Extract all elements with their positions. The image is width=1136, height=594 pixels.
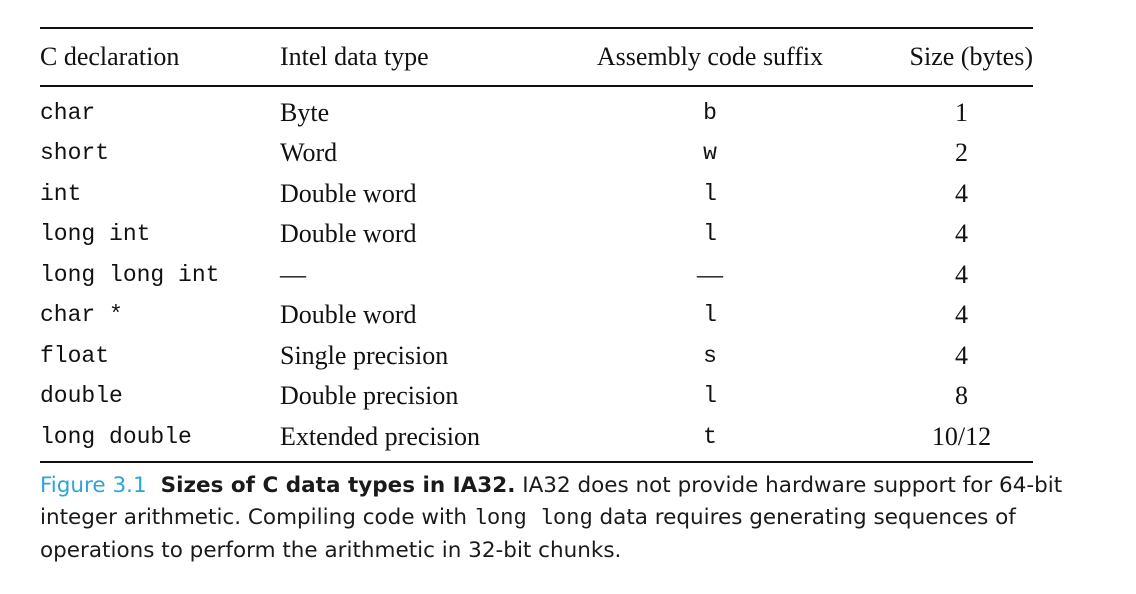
cell-c-declaration: int	[40, 180, 82, 207]
cell-size-bytes: 4	[955, 259, 968, 289]
cell-size-bytes: 4	[955, 219, 968, 249]
cell-size-bytes: 10/12	[931, 421, 992, 451]
cell-c-declaration: long double	[40, 423, 192, 450]
cell-assembly-suffix: l	[703, 302, 717, 329]
table-row: double Double precision l 8	[40, 376, 1033, 417]
cell-intel-data-type: Byte	[280, 97, 330, 127]
table-row: char Byte b 1	[40, 87, 1033, 134]
table-row: int Double word l 4	[40, 174, 1033, 215]
cell-assembly-suffix: b	[703, 99, 717, 126]
cell-assembly-suffix: t	[703, 423, 717, 450]
cell-intel-data-type: Double precision	[280, 381, 459, 411]
caption-text-1: IA32 does not provide hardware support f…	[40, 473, 1063, 530]
header-assembly-suffix: Assembly code suffix	[596, 42, 824, 71]
table-row: long long int — — 4	[40, 255, 1033, 296]
cell-intel-data-type: Double word	[280, 178, 417, 208]
cell-assembly-suffix: l	[703, 180, 717, 207]
data-types-table: C declaration Intel data type Assembly c…	[40, 27, 1033, 463]
figure-title: Sizes of C data types in IA32.	[160, 473, 516, 498]
cell-assembly-suffix: l	[703, 221, 717, 248]
cell-size-bytes: 4	[955, 300, 968, 330]
header-intel-data-type: Intel data type	[280, 42, 429, 71]
cell-intel-data-type: Double word	[280, 300, 417, 330]
cell-size-bytes: 4	[955, 340, 968, 370]
table-bottom-rule	[40, 461, 1033, 463]
table-row: long double Extended precision t 10/12	[40, 417, 1033, 462]
table-row: float Single precision s 4	[40, 336, 1033, 377]
figure-caption: Figure 3.1 Sizes of C data types in IA32.…	[40, 470, 1110, 567]
table-row: char * Double word l 4	[40, 295, 1033, 336]
table-header-row: C declaration Intel data type Assembly c…	[40, 29, 1033, 85]
cell-assembly-suffix: s	[703, 342, 717, 369]
table-body: char Byte b 1 short Word w 2 int Double word l 4 lon…	[40, 87, 1033, 462]
cell-size-bytes: 8	[955, 381, 968, 411]
cell-size-bytes: 4	[955, 178, 968, 208]
cell-size-bytes: 1	[955, 97, 968, 127]
header-c-declaration: C declaration	[40, 42, 180, 71]
cell-c-declaration: double	[40, 383, 123, 410]
cell-c-declaration: float	[40, 342, 110, 369]
cell-assembly-suffix: l	[703, 383, 717, 410]
cell-intel-data-type: Word	[280, 138, 338, 168]
table-row: long int Double word l 4	[40, 214, 1033, 255]
cell-assembly-suffix: —	[697, 259, 723, 289]
caption-text-2: data requires generating sequences of op…	[40, 505, 1016, 563]
caption-code: long long	[473, 506, 593, 531]
cell-intel-data-type: Double word	[280, 219, 417, 249]
table-row: short Word w 2	[40, 133, 1033, 174]
cell-intel-data-type: Single precision	[280, 340, 449, 370]
figure-label: Figure 3.1	[40, 473, 147, 498]
cell-size-bytes: 2	[955, 138, 968, 168]
table-header-rule	[40, 85, 1033, 87]
cell-assembly-suffix: w	[703, 140, 717, 167]
cell-intel-data-type: —	[280, 259, 306, 289]
cell-c-declaration: char *	[40, 302, 123, 329]
cell-intel-data-type: Extended precision	[280, 421, 480, 451]
table: C declaration Intel data type Assembly c…	[40, 29, 1033, 85]
header-size-bytes: Size (bytes)	[909, 42, 1033, 71]
cell-c-declaration: short	[40, 140, 110, 167]
cell-c-declaration: char	[40, 99, 96, 126]
cell-c-declaration: long int	[40, 221, 151, 248]
table-top-rule	[40, 27, 1033, 29]
cell-c-declaration: long long int	[40, 261, 220, 288]
